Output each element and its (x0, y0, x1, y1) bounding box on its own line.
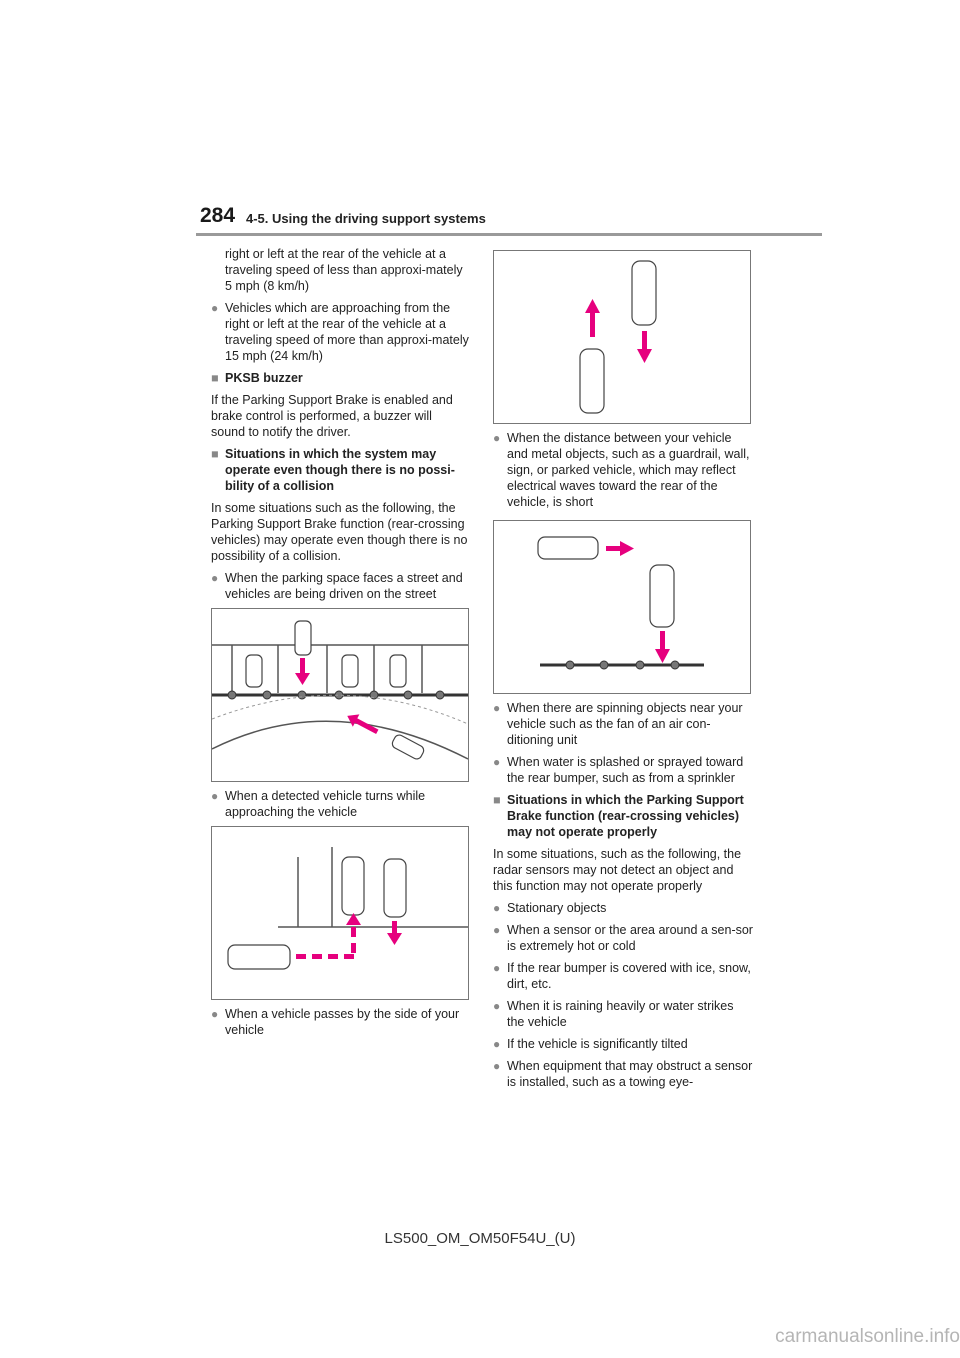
page-number: 284 (200, 204, 236, 227)
bullet-icon: ● (493, 701, 501, 715)
watermark: carmanualsonline.info (775, 1326, 960, 1347)
bullet-text: Stationary objects (507, 901, 607, 915)
bullet-item: ● If the vehicle is significantly tilted (493, 1036, 753, 1052)
figure-passing-vehicle (493, 250, 751, 424)
bullet-spinning: ● When there are spinning objects near y… (493, 700, 753, 748)
bullet-text: When equipment that may obstruct a senso… (507, 1059, 753, 1089)
heading-buzzer: ■ PKSB buzzer (211, 370, 469, 386)
left-column: right or left at the rear of the vehicle… (211, 246, 469, 1044)
heading-text: Situations in which the system may opera… (225, 447, 455, 493)
bullet-passes: ● When a vehicle passes by the side of y… (211, 1006, 469, 1038)
bullet-icon: ● (211, 1007, 219, 1021)
bullet-item: ● When a sensor or the area around a sen… (493, 922, 753, 954)
bullet-icon: ● (493, 961, 501, 975)
bullet-text: When the parking space faces a street an… (225, 571, 463, 601)
heading-not-properly: ■ Situations in which the Parking Suppor… (493, 792, 753, 840)
heading-text: Situations in which the Parking Support … (507, 793, 744, 839)
intro-continuation: right or left at the rear of the vehicle… (225, 247, 463, 293)
bullet-text: If the vehicle is significantly tilted (507, 1037, 688, 1051)
bullet-text: When the distance between your vehicle a… (507, 431, 750, 509)
bullet-text: When a sensor or the area around a sen-s… (507, 923, 753, 953)
bullet-icon: ● (493, 755, 501, 769)
bullet-fast-vehicles: ● Vehicles which are approaching from th… (211, 300, 469, 364)
heading-square-icon: ■ (493, 793, 501, 807)
bullet-item: ● Stationary objects (493, 900, 753, 916)
section-title: 4-5. Using the driving support systems (246, 211, 486, 226)
bullet-icon: ● (493, 431, 501, 445)
bullet-icon: ● (211, 789, 219, 803)
heading-square-icon: ■ (211, 447, 219, 461)
figure-street-parking (211, 608, 469, 782)
heading-text: PKSB buzzer (225, 371, 303, 385)
bullet-water: ● When water is splashed or sprayed towa… (493, 754, 753, 786)
bullet-text: If the rear bumper is covered with ice, … (507, 961, 751, 991)
not-properly-text: In some situations, such as the followin… (493, 847, 742, 893)
bullet-icon: ● (493, 901, 501, 915)
bullet-icon: ● (493, 1059, 501, 1073)
bullet-item: ● If the rear bumper is covered with ice… (493, 960, 753, 992)
bullet-text: Vehicles which are approaching from the … (225, 301, 469, 363)
bullet-icon: ● (493, 999, 501, 1013)
right-column: ● When the distance between your vehicle… (493, 430, 753, 1096)
no-collision-text: In some situations such as the following… (211, 501, 468, 563)
footer-model-code: LS500_OM_OM50F54U_(U) (384, 1230, 576, 1247)
bullet-text: When water is splashed or sprayed toward… (507, 755, 744, 785)
figure-vehicle-turns (211, 826, 469, 1000)
header-divider (196, 233, 822, 236)
buzzer-text: If the Parking Support Brake is enabled … (211, 393, 453, 439)
figure-metal-objects (493, 520, 751, 694)
bullet-icon: ● (493, 1037, 501, 1051)
heading-square-icon: ■ (211, 371, 219, 385)
bullet-text: When there are spinning objects near you… (507, 701, 743, 747)
bullet-item: ● When equipment that may obstruct a sen… (493, 1058, 753, 1090)
heading-no-collision: ■ Situations in which the system may ope… (211, 446, 469, 494)
bullet-text: When a vehicle passes by the side of you… (225, 1007, 460, 1037)
bullet-icon: ● (493, 923, 501, 937)
bullet-icon: ● (211, 301, 219, 315)
bullet-item: ● When it is raining heavily or water st… (493, 998, 753, 1030)
bullet-text: When a detected vehicle turns while appr… (225, 789, 426, 819)
bullet-turns: ● When a detected vehicle turns while ap… (211, 788, 469, 820)
bullet-metal-objects: ● When the distance between your vehicle… (493, 430, 753, 510)
bullet-icon: ● (211, 571, 219, 585)
bullet-street: ● When the parking space faces a street … (211, 570, 469, 602)
bullet-text: When it is raining heavily or water stri… (507, 999, 734, 1029)
